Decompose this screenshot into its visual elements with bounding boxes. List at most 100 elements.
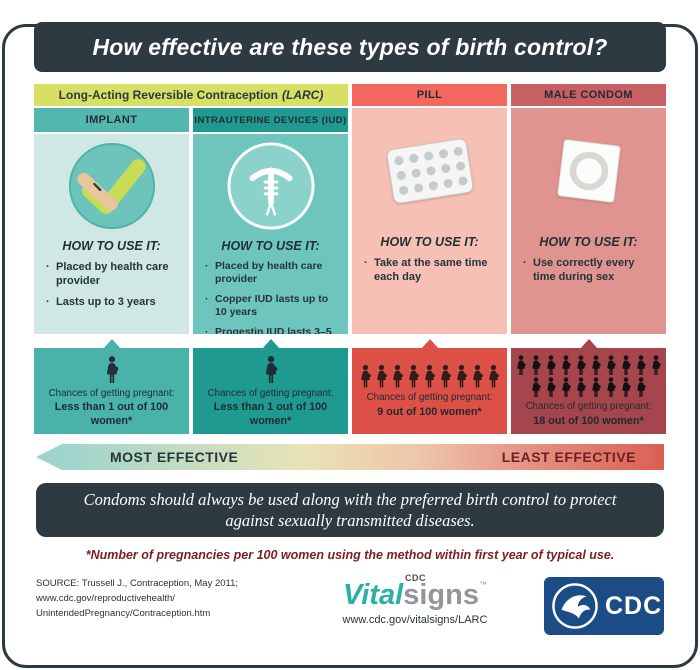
bullet-item: Take at the same time each day: [364, 256, 499, 284]
pill-pack-icon: [386, 138, 473, 204]
pregnant-woman-icon: [589, 377, 603, 398]
chance-strip-implant: Chances of getting pregnant: Less than 1…: [34, 348, 189, 434]
source-line: SOURCE: Trussell J., Contraception, May …: [36, 578, 239, 590]
bullet-item: Placed by health care provider: [205, 260, 340, 287]
pregnant-woman-icon: [422, 364, 437, 389]
pregnant-woman-icon: [559, 355, 573, 376]
chance-strip-pill: Chances of getting pregnant: 9 out of 10…: [352, 348, 507, 434]
pregnant-woman-icon: [589, 355, 603, 376]
pregnant-woman-icon: [262, 355, 280, 385]
bullet-item: Use correctly every time during sex: [523, 256, 658, 284]
pregnant-woman-icon: [544, 377, 558, 398]
effectiveness-gradient-bar: MOST EFFECTIVE LEAST EFFECTIVE: [62, 444, 664, 470]
implant-icon-area: [38, 136, 185, 236]
pregnant-woman-icon: [486, 364, 501, 389]
pregnant-woman-icon: [514, 355, 528, 376]
iud-device-icon: [226, 142, 315, 230]
bullet-item: Lasts up to 3 years: [46, 295, 181, 309]
page-title: How effective are these types of birth c…: [92, 33, 608, 60]
pregnant-woman-icon: [529, 355, 543, 376]
cdc-logo: CDC: [544, 577, 664, 636]
larc-abbrev: (LARC): [282, 88, 324, 102]
title-banner: How effective are these types of birth c…: [34, 22, 666, 72]
vitalsigns-vital: Vital: [343, 579, 404, 612]
column-body-implant: HOW TO USE IT: Placed by health care pro…: [34, 134, 189, 334]
methods-grid: Long-Acting Reversible Contraception (LA…: [34, 84, 666, 434]
condom-notice-box: Condoms should always be used along with…: [36, 483, 664, 538]
iud-icon-area: [197, 136, 344, 236]
column-body-pill: HOW TO USE IT: Take at the same time eac…: [352, 108, 507, 334]
larc-header: Long-Acting Reversible Contraception (LA…: [34, 84, 348, 106]
how-to-use-heading: HOW TO USE IT:: [62, 239, 161, 253]
bullet-item: Progestin IUD lasts 3–5 years: [205, 326, 340, 334]
effectiveness-scale: MOST EFFECTIVE LEAST EFFECTIVE: [36, 444, 664, 470]
iud-bullets: Placed by health care provider Copper IU…: [197, 260, 344, 334]
pregnant-woman-icon: [574, 355, 588, 376]
pregnant-woman-icon: [438, 364, 453, 389]
vitalsigns-url: www.cdc.gov/vitalsigns/LARC: [342, 614, 488, 627]
least-effective-label: LEAST EFFECTIVE: [501, 449, 636, 465]
bullet-item: Placed by health care provider: [46, 260, 181, 288]
condom-notice-text: Condoms should always be used along with…: [83, 490, 617, 531]
pill-bullets: Take at the same time each day: [356, 256, 503, 284]
vitalsigns-logo: CDC Vitalsigns™ www.cdc.gov/vitalsigns/LA…: [286, 574, 544, 627]
pregnant-figures: [103, 355, 121, 385]
implant-arm-icon: [68, 142, 155, 230]
pregnant-woman-icon: [604, 377, 618, 398]
hhs-seal-icon: [552, 583, 598, 629]
chance-label: Chances of getting pregnant:: [525, 401, 652, 413]
vitalsigns-wordmark: CDC Vitalsigns™: [343, 574, 487, 612]
pregnant-woman-icon: [574, 377, 588, 398]
pregnant-woman-icon: [103, 355, 121, 385]
how-to-use-heading: HOW TO USE IT:: [380, 235, 479, 249]
chance-label: Chances of getting pregnant:: [48, 387, 175, 399]
bullet-item: Copper IUD lasts up to 10 years: [205, 293, 340, 320]
most-effective-label: MOST EFFECTIVE: [110, 449, 239, 465]
left-arrow-icon: [36, 444, 62, 470]
condom-wrapper-icon: [557, 139, 620, 203]
vitalsigns-signs: signs: [403, 579, 479, 612]
chance-strip-male-condom: Chances of getting pregnant: 18 out of 1…: [511, 348, 666, 434]
pregnant-figures: [358, 364, 501, 389]
pregnant-woman-icon: [544, 355, 558, 376]
pregnant-woman-icon: [406, 364, 421, 389]
chance-strip-iud: Chances of getting pregnant: Less than 1…: [193, 348, 348, 434]
pregnant-woman-icon: [634, 355, 648, 376]
chance-label: Chances of getting pregnant:: [366, 392, 493, 404]
chance-label: Chances of getting pregnant:: [207, 387, 334, 399]
cdc-logo-text: CDC: [605, 591, 663, 620]
implant-bullets: Placed by health care provider Lasts up …: [38, 260, 185, 309]
column-header-pill: PILL: [352, 84, 507, 106]
pregnant-woman-icon: [454, 364, 469, 389]
source-line: UnintendedPregnancy/Contraception.htm: [36, 607, 211, 619]
pregnant-woman-icon: [470, 364, 485, 389]
pregnant-figures: [262, 355, 280, 385]
pregnant-woman-icon: [634, 377, 648, 398]
pregnant-woman-icon: [604, 355, 618, 376]
pregnant-woman-icon: [390, 364, 405, 389]
condom-bullets: Use correctly every time during sex: [515, 256, 662, 284]
source-text: SOURCE: Trussell J., Contraception, May …: [36, 577, 286, 621]
footnote: *Number of pregnancies per 100 women usi…: [85, 548, 615, 563]
larc-title: Long-Acting Reversible Contraception: [58, 88, 279, 102]
condom-icon-area: [515, 110, 662, 232]
chance-value: 18 out of 100 women*: [533, 414, 644, 427]
column-header-iud: INTRAUTERINE DEVICES (IUD): [193, 108, 348, 132]
pregnant-woman-icon: [649, 355, 663, 376]
column-header-male-condom: MALE CONDOM: [511, 84, 666, 106]
column-body-male-condom: HOW TO USE IT: Use correctly every time …: [511, 108, 666, 334]
trademark-symbol: ™: [478, 580, 487, 590]
column-body-iud: HOW TO USE IT: Placed by health care pro…: [193, 134, 348, 334]
column-header-implant: IMPLANT: [34, 108, 189, 132]
pregnant-woman-icon: [559, 377, 573, 398]
how-to-use-heading: HOW TO USE IT:: [539, 235, 638, 249]
footer: SOURCE: Trussell J., Contraception, May …: [36, 574, 664, 636]
chance-value: Less than 1 out of 100 women*: [54, 401, 169, 428]
source-line: www.cdc.gov/reproductivehealth/: [36, 592, 175, 604]
pregnant-woman-icon: [619, 355, 633, 376]
pregnant-woman-icon: [529, 377, 543, 398]
chance-value: 9 out of 100 women*: [377, 405, 482, 418]
pill-icon-area: [356, 110, 503, 232]
pregnant-figures: [514, 355, 663, 398]
vitalsigns-cdc-small: CDC: [405, 573, 427, 584]
